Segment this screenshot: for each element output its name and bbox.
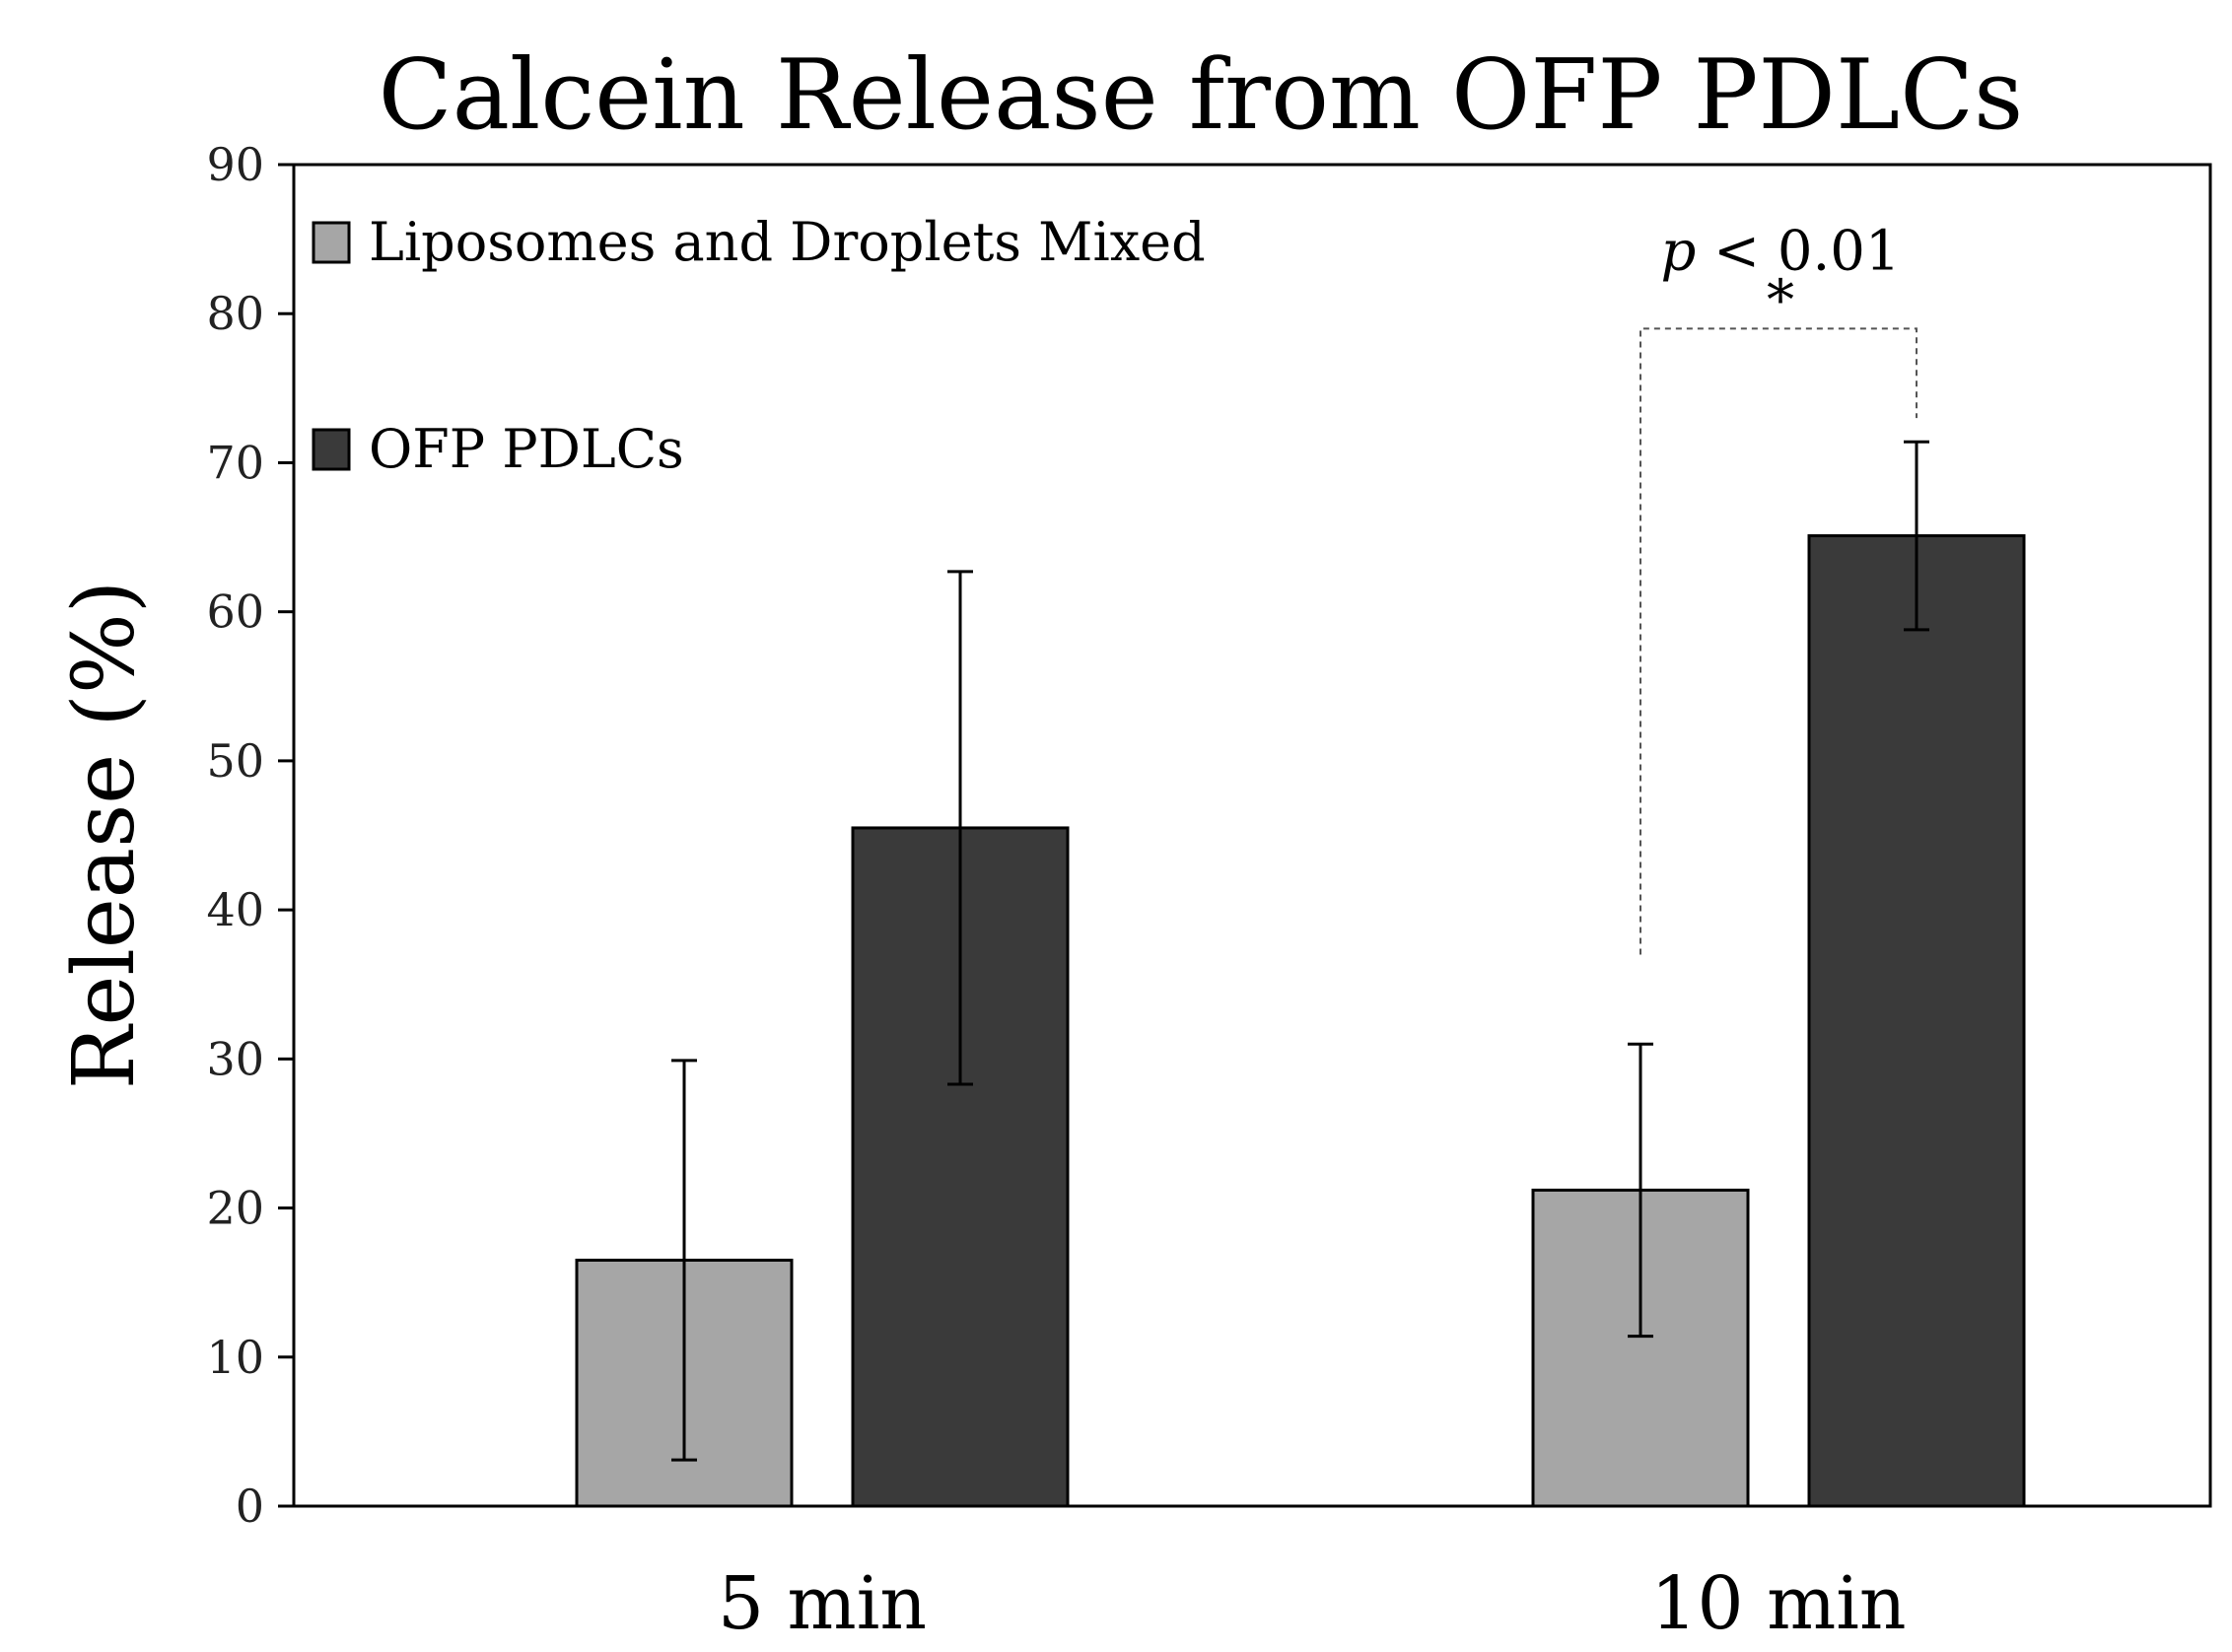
chart-title: Calcein Release from OFP PDLCs — [379, 39, 2024, 152]
y-axis-ticks: 0 10 20 30 40 50 60 70 80 90 — [206, 138, 294, 1533]
significance-bracket — [1639, 327, 1918, 955]
bars-layer — [575, 534, 2026, 1508]
y-tick-label: 30 — [206, 1032, 264, 1085]
y-tick-label: 60 — [206, 585, 264, 639]
significance-star: * — [1767, 268, 1794, 332]
y-axis-label: Release (%) — [55, 581, 154, 1090]
x-tick-label: 5 min — [718, 1561, 927, 1646]
y-tick-label: 70 — [206, 436, 264, 489]
y-tick-label: 0 — [236, 1480, 264, 1533]
x-axis-ticks: 5 min 10 min — [718, 1561, 1907, 1646]
y-tick-label: 40 — [206, 883, 264, 936]
p-value-text: p < 0.01 — [1660, 219, 1900, 283]
y-tick-label: 10 — [206, 1331, 264, 1384]
y-tick-label: 80 — [206, 287, 264, 340]
error-bars-layer — [671, 440, 1929, 1462]
significance-annotation: *p < 0.01 — [1639, 219, 1918, 955]
plot-area-frame — [292, 163, 2212, 1508]
legend-label: OFP PDLCs — [369, 418, 684, 480]
legend-swatch — [312, 428, 351, 471]
legend: Liposomes and Droplets Mixed OFP PDLCs — [312, 211, 1206, 480]
legend-swatch — [312, 221, 351, 264]
y-tick-label: 20 — [206, 1182, 264, 1235]
legend-label: Liposomes and Droplets Mixed — [369, 211, 1206, 273]
y-tick-label: 90 — [206, 138, 264, 191]
p-threshold: < 0.01 — [1696, 219, 1900, 283]
p-symbol: p — [1660, 219, 1696, 283]
y-tick-label: 50 — [206, 734, 264, 788]
bar — [1807, 534, 2026, 1508]
x-tick-label: 10 min — [1650, 1561, 1906, 1646]
